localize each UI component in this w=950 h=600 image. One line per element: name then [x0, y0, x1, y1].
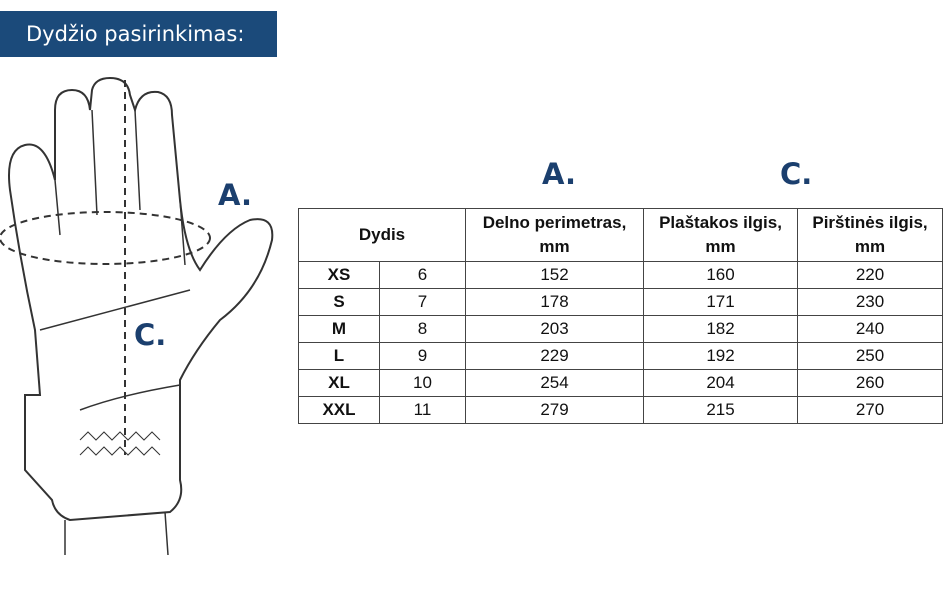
table-row: L 9 229 192 250: [298, 342, 943, 370]
cell-palm: 152: [465, 261, 644, 289]
cell-hand: 192: [643, 342, 798, 370]
cell-glove: 270: [797, 396, 943, 424]
label-c-table: C.: [780, 157, 813, 191]
cell-num: 9: [379, 342, 466, 370]
cell-glove: 260: [797, 369, 943, 397]
label-c-diagram: C.: [134, 318, 167, 352]
table-row: XL 10 254 204 260: [298, 369, 943, 397]
cell-glove: 220: [797, 261, 943, 289]
cell-palm: 178: [465, 288, 644, 316]
header-palm-perimeter: Delno perimetras, mm: [465, 208, 644, 262]
cell-glove: 230: [797, 288, 943, 316]
size-table: Dydis Delno perimetras, mm Plaštakos ilgi…: [298, 208, 943, 424]
cell-hand: 171: [643, 288, 798, 316]
header-hand-length: Plaštakos ilgis, mm: [643, 208, 798, 262]
cell-size: M: [298, 315, 380, 343]
cell-size: L: [298, 342, 380, 370]
cell-num: 7: [379, 288, 466, 316]
table-row: S 7 178 171 230: [298, 288, 943, 316]
cell-hand: 204: [643, 369, 798, 397]
table-header-row: Dydis Delno perimetras, mm Plaštakos ilgi…: [298, 208, 943, 262]
cell-size: XL: [298, 369, 380, 397]
cell-palm: 203: [465, 315, 644, 343]
cell-palm: 229: [465, 342, 644, 370]
cell-hand: 182: [643, 315, 798, 343]
table-row: XS 6 152 160 220: [298, 261, 943, 289]
cell-glove: 240: [797, 315, 943, 343]
size-selection-banner: Dydžio pasirinkimas:: [0, 11, 277, 57]
cell-num: 11: [379, 396, 466, 424]
cell-hand: 160: [643, 261, 798, 289]
cell-num: 10: [379, 369, 466, 397]
cell-num: 6: [379, 261, 466, 289]
header-size: Dydis: [298, 208, 466, 262]
cell-glove: 250: [797, 342, 943, 370]
cell-size: XXL: [298, 396, 380, 424]
table-row: XXL 11 279 215 270: [298, 396, 943, 424]
label-a-table: A.: [542, 157, 576, 191]
header-glove-length: Pirštinės ilgis, mm: [797, 208, 943, 262]
cell-palm: 279: [465, 396, 644, 424]
table-row: M 8 203 182 240: [298, 315, 943, 343]
cell-size: S: [298, 288, 380, 316]
label-a-diagram: A.: [218, 178, 252, 212]
palm-circumference-line: [0, 211, 211, 265]
glove-diagram: [0, 76, 274, 556]
cell-size: XS: [298, 261, 380, 289]
cell-hand: 215: [643, 396, 798, 424]
glove-outline: [8, 76, 274, 522]
wrist-zigzag: [79, 431, 161, 456]
cell-num: 8: [379, 315, 466, 343]
cell-palm: 254: [465, 369, 644, 397]
